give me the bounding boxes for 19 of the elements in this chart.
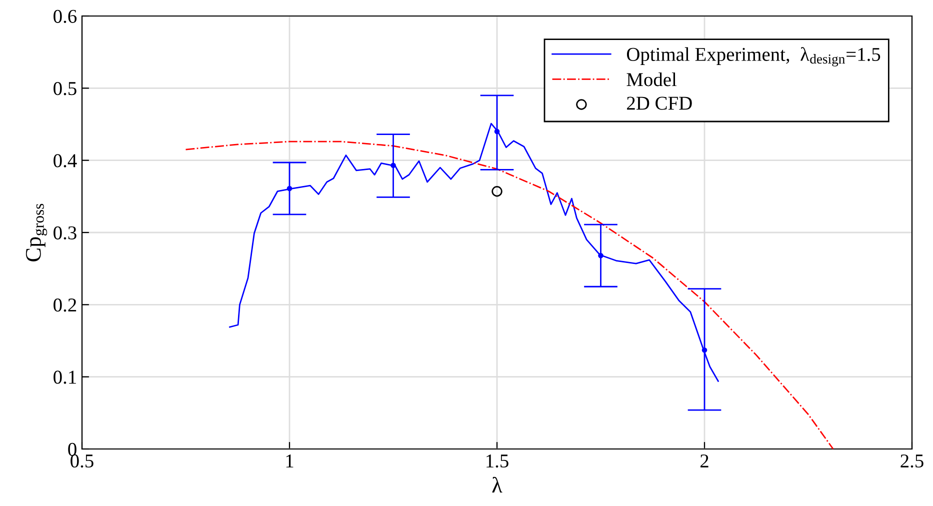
y-tick-label: 0 — [68, 442, 76, 456]
y-tick-label: 0.6 — [54, 10, 77, 24]
x-axis-title: λ — [492, 476, 502, 492]
y-tick-label: 0.2 — [54, 298, 76, 312]
y-tick-label: 0.3 — [54, 226, 76, 240]
legend-label: 2D CFD — [627, 96, 692, 110]
y-tick-label: 0.5 — [54, 82, 76, 96]
legend-label: Optimal Experiment, λ$_{design}$=1.5 — [626, 47, 880, 66]
x-tick-label: 2.5 — [900, 454, 924, 468]
x-tick-label: 1 — [286, 454, 294, 468]
line-series — [185, 140, 834, 449]
y-axis-title: Cp$_{gross}$ — [26, 204, 48, 262]
x-tick-label: 0.5 — [70, 454, 94, 468]
x-tick-label: 1.5 — [486, 454, 508, 468]
y-tick-label: 0.1 — [54, 370, 76, 384]
x-tick-label: 2 — [700, 454, 708, 468]
point — [492, 186, 502, 197]
legend-label: Model — [626, 72, 677, 86]
y-tick-label: 0.4 — [54, 154, 77, 168]
